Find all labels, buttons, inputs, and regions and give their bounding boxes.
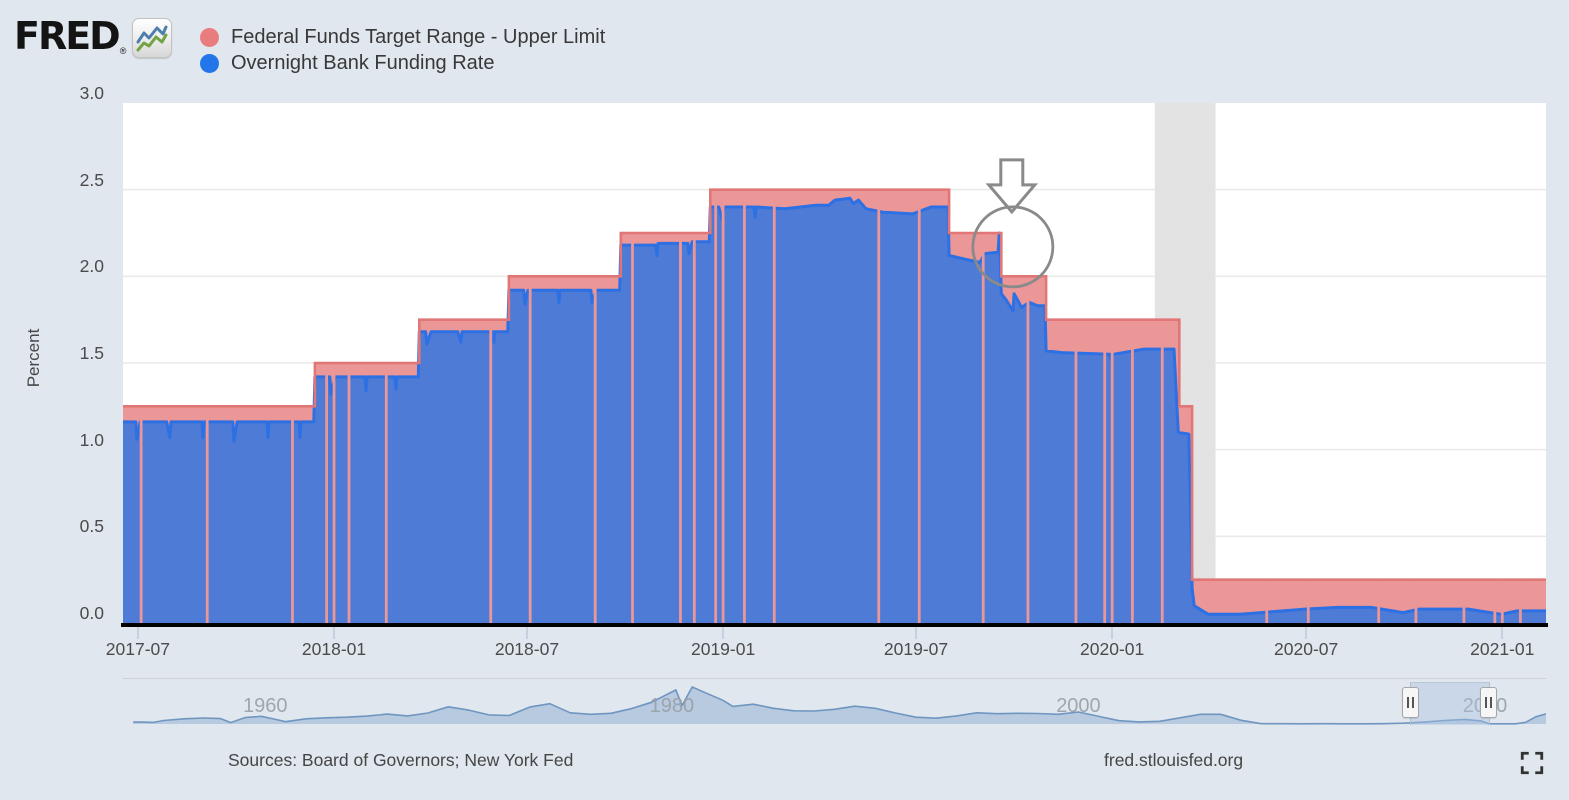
x-tick-mark [1111,627,1114,639]
chart-legend: Federal Funds Target Range - Upper Limit… [200,24,605,76]
x-tick-mark [722,627,725,639]
navigator-decade-label: 2000 [1056,695,1101,717]
x-tick-label: 2018-07 [494,639,560,659]
fred-logo-text: FRED [14,14,121,58]
navigator-selected-range[interactable] [1410,682,1491,725]
x-tick-label: 2020-07 [1274,639,1339,659]
y-tick-label: 3.0 [79,83,104,103]
navigator-right-handle[interactable] [1480,687,1498,718]
y-tick-label: 1.0 [79,429,104,450]
fred-logo-chart-icon [132,18,173,58]
fred-registered-mark: ® [119,46,127,56]
y-tick-label: 0.5 [79,516,104,537]
x-axis-line [121,623,1548,627]
x-tick-label: 2019-07 [883,639,949,659]
x-tick-label: 2021-01 [1470,639,1535,659]
x-tick-mark [525,627,528,639]
x-tick-label: 2020-01 [1080,639,1145,659]
fred-logo: FRED ® [14,14,173,58]
fullscreen-icon[interactable] [1519,750,1545,776]
legend-label: Overnight Bank Funding Rate [231,51,495,74]
x-tick-label: 2019-01 [690,639,756,659]
navigator-top-border [123,678,1546,679]
x-tick-label: 2017-07 [105,639,171,659]
navigator-chart[interactable] [123,679,1546,725]
x-tick-label: 2018-01 [301,639,367,659]
fred-site-link[interactable]: fred.stlouisfed.org [1104,750,1244,770]
x-tick-mark [136,627,139,639]
navigator-decade-label: 1960 [243,695,288,717]
y-tick-label: 2.0 [79,256,104,277]
x-tick-mark [333,627,336,639]
legend-dot [200,27,219,47]
legend-item-0: Federal Funds Target Range - Upper Limit [200,24,605,50]
navigator-left-handle[interactable] [1402,687,1420,718]
legend-dot [200,53,219,73]
y-tick-label: 2.5 [79,169,104,190]
x-tick-mark [915,627,918,639]
x-tick-mark [1305,627,1308,639]
y-tick-label: 1.5 [79,343,104,363]
navigator-decade-label: 1980 [649,695,695,717]
y-tick-label: 0.0 [79,603,104,623]
legend-item-1: Overnight Bank Funding Rate [200,50,605,76]
legend-label: Federal Funds Target Range - Upper Limit [231,25,606,48]
main-chart[interactable] [123,103,1546,623]
sources-text: Sources: Board of Governors; New York Fe… [228,750,574,770]
x-tick-mark [1501,627,1504,639]
